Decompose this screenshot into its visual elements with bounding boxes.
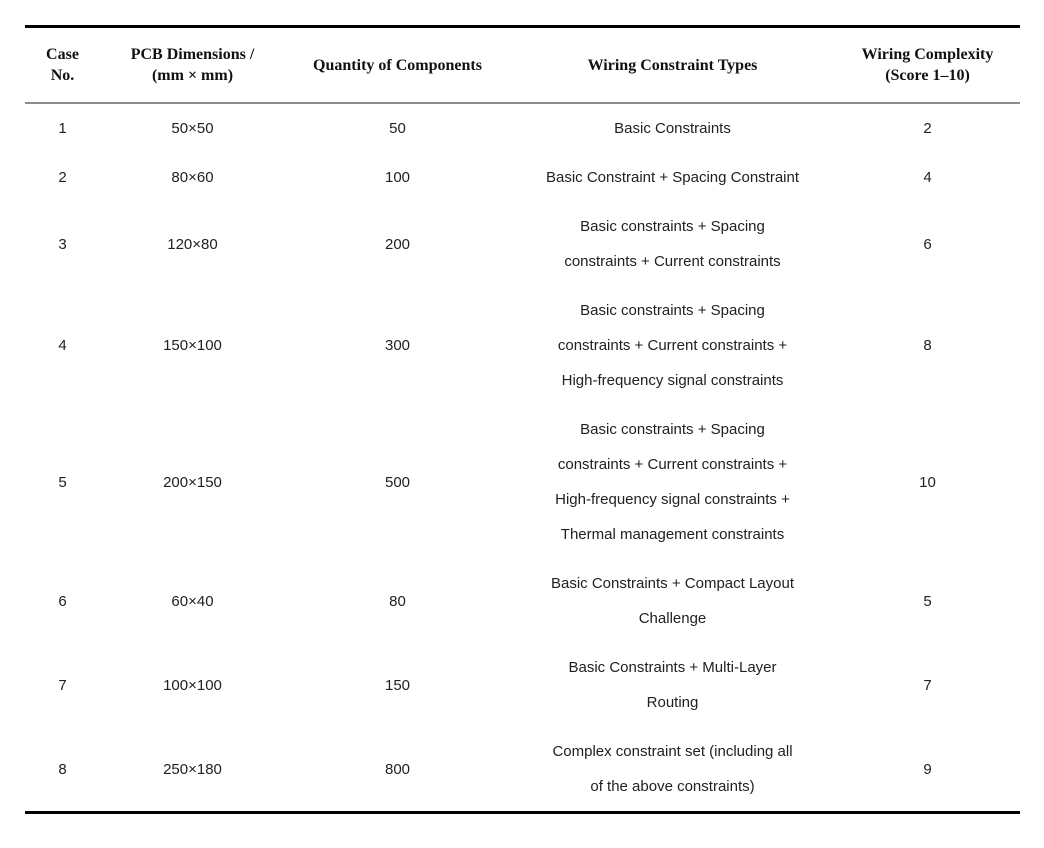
cell-quantity: 200 — [384, 235, 411, 253]
cell-quantity: 800 — [285, 727, 510, 814]
table-row: 1 50×50 50 Basic Constraints 2 — [25, 103, 1020, 153]
cell-constraint-types: Basic constraints + Spacing constraints … — [557, 302, 788, 389]
cell-pcb-dimensions: 60×40 — [171, 592, 214, 610]
cell-quantity: 150 — [384, 676, 411, 694]
cell-constraint-types: Basic constraints + Spacing constraints … — [555, 421, 790, 543]
header-row: Case No. PCB Dimensions / (mm × mm) Quan… — [25, 25, 1020, 104]
cell-constraint-types: Basic Constraint + Spacing Constraint — [545, 169, 800, 186]
cell-constraint-types: Basic Constraints — [614, 120, 731, 137]
cell-complexity: 8 — [923, 337, 932, 354]
table-row: 4 150×100 300 Basic constraints + Spacing c… — [25, 286, 1020, 405]
cell-complexity: 6 — [923, 235, 932, 253]
cell-case-no: 2 — [58, 169, 67, 186]
table-row: 8 250×180 800 Complex constraint set (inclu… — [25, 727, 1020, 814]
table-body: 1 50×50 50 Basic Constraints 2 2 80×60 100 Basic… — [25, 103, 1020, 814]
cell-quantity: 300 — [384, 337, 411, 354]
cell-complexity: 9 — [835, 727, 1020, 814]
test-cases-table: Case No. PCB Dimensions / (mm × mm) Quan… — [25, 25, 1020, 814]
cell-constraint-types: Basic Constraints + Compact Layout Chall… — [550, 575, 795, 627]
cell-quantity: 100 — [384, 169, 411, 186]
column-header-quantity: Quantity of Components — [285, 25, 510, 104]
cell-complexity: 4 — [923, 169, 932, 186]
cell-pcb-dimensions: 80×60 — [171, 169, 214, 186]
cell-constraint-types: Basic constraints + Spacing constraints … — [564, 218, 781, 270]
cell-case-no: 8 — [25, 727, 100, 814]
table-row: 6 60×40 80 Basic Constraints + Compact Layo… — [25, 559, 1020, 643]
table-row: 2 80×60 100 Basic Constraint + Spacing Cons… — [25, 153, 1020, 202]
paper-table: Case No. PCB Dimensions / (mm × mm) Quan… — [25, 25, 1020, 814]
cell-pcb-dimensions: 50×50 — [171, 120, 214, 137]
cell-quantity: 80 — [389, 592, 406, 610]
cell-complexity: 2 — [923, 120, 932, 137]
cell-complexity: 7 — [923, 676, 932, 694]
cell-pcb-dimensions: 120×80 — [167, 235, 218, 253]
column-header-case-no: Case No. — [25, 25, 100, 104]
column-header-constraint-types: Wiring Constraint Types — [510, 25, 835, 104]
table-header: Case No. PCB Dimensions / (mm × mm) Quan… — [25, 25, 1020, 104]
cell-case-no: 3 — [58, 235, 67, 253]
table-row: 3 120×80 200 Basic constraints + Spacing co… — [25, 202, 1020, 286]
cell-case-no: 1 — [58, 120, 67, 137]
cell-complexity: 5 — [923, 592, 932, 610]
cell-quantity: 500 — [384, 473, 411, 491]
cell-case-no: 7 — [58, 676, 67, 694]
cell-case-no: 5 — [58, 473, 67, 491]
column-header-pcb-dimensions: PCB Dimensions / (mm × mm) — [100, 25, 285, 104]
column-header-complexity: Wiring Complexity (Score 1–10) — [835, 25, 1020, 104]
cell-pcb-dimensions: 150×100 — [163, 337, 222, 354]
cell-pcb-dimensions: 200×150 — [163, 473, 222, 491]
cell-case-no: 6 — [58, 592, 67, 610]
cell-constraint-types: Complex constraint set (including all of… — [510, 727, 835, 814]
cell-complexity: 10 — [919, 473, 936, 491]
table-row: 5 200×150 500 Basic constraints + Spacing c… — [25, 405, 1020, 559]
cell-case-no: 4 — [58, 337, 67, 354]
cell-pcb-dimensions: 250×180 — [100, 727, 285, 814]
cell-constraint-types: Basic Constraints + Multi-Layer Routing — [568, 659, 777, 711]
cell-quantity: 50 — [389, 120, 406, 137]
table-row: 7 100×100 150 Basic Constraints + Multi-Lay… — [25, 643, 1020, 727]
cell-pcb-dimensions: 100×100 — [163, 676, 222, 694]
